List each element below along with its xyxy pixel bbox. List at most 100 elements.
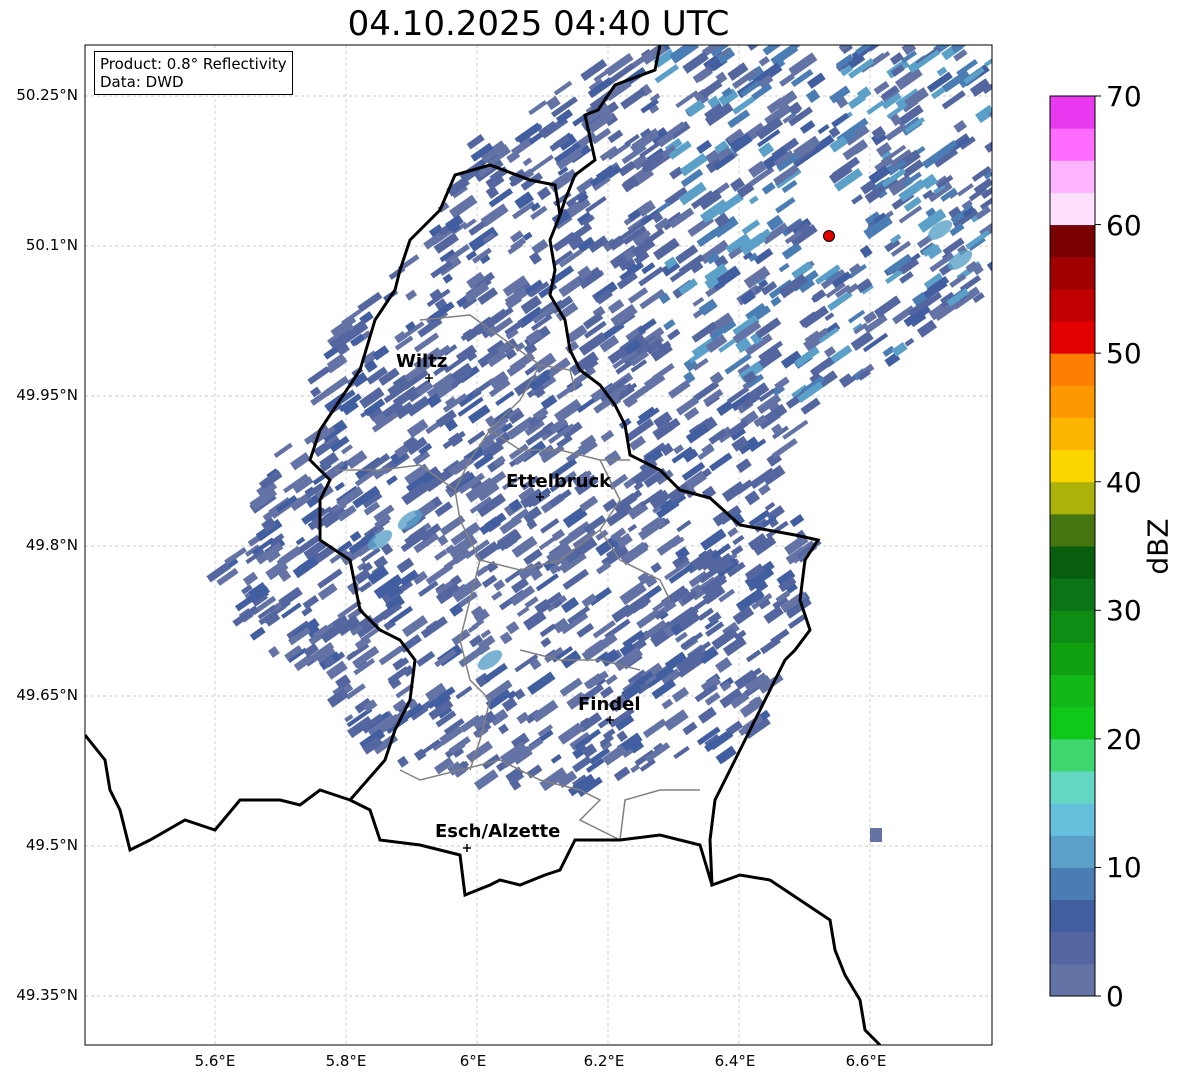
echo-cell	[741, 219, 761, 235]
echo-cell	[501, 696, 518, 712]
echo-cell	[730, 427, 747, 441]
echo-cell	[605, 674, 618, 686]
echo-cell	[607, 141, 632, 161]
echo-cell	[582, 312, 604, 330]
echo-cell	[577, 236, 596, 253]
echo-cell	[373, 504, 395, 522]
echo-cell	[620, 87, 647, 110]
echo-cell	[435, 710, 457, 728]
echo-cell	[971, 263, 984, 276]
echo-cell	[780, 350, 802, 369]
echo-cell	[350, 624, 363, 636]
echo-cell	[652, 597, 672, 613]
echo-cell	[881, 85, 899, 100]
echo-cell	[587, 110, 615, 133]
echo-cell	[788, 52, 818, 77]
echo-cell	[373, 574, 404, 600]
echo-cell	[890, 240, 912, 257]
echo-cell	[595, 289, 613, 305]
colorbar-bin	[1050, 224, 1095, 258]
echo-cell	[216, 567, 239, 586]
echo-cell	[576, 622, 595, 638]
echo-cell	[582, 683, 604, 702]
echo-cell	[602, 377, 628, 398]
echo-cell	[613, 766, 631, 782]
echo-cell	[608, 235, 625, 251]
echo-cell	[520, 295, 542, 315]
echo-cell	[307, 366, 331, 385]
echo-cell	[790, 68, 814, 88]
echo-cell	[668, 207, 695, 229]
echo-cell	[344, 714, 354, 723]
echo-cell	[439, 724, 464, 746]
echo-cell	[782, 419, 809, 440]
echo-cell	[656, 201, 671, 213]
echo-cell	[372, 345, 390, 361]
echo-cell	[466, 740, 493, 763]
echo-cell	[753, 414, 768, 428]
echo-cell	[862, 332, 889, 353]
echo-cell	[714, 212, 730, 228]
echo-cell	[729, 691, 750, 709]
echo-cell	[505, 328, 519, 340]
echo-cell	[797, 277, 816, 293]
echo-cell	[530, 314, 553, 332]
echo-cell	[794, 346, 820, 368]
colorbar-tick: 0	[1106, 980, 1124, 1013]
echo-cell	[381, 400, 404, 419]
echo-cell	[709, 730, 734, 751]
echo-cell	[424, 468, 453, 493]
echo-cell	[732, 534, 745, 546]
echo-cell	[692, 66, 713, 84]
echo-cell	[596, 561, 612, 575]
echo-cell	[619, 641, 636, 658]
echo-cell	[581, 593, 598, 608]
echo-cell	[602, 744, 627, 766]
echo-cell	[316, 647, 336, 664]
echo-cell	[899, 271, 914, 284]
echo-cell	[354, 697, 373, 714]
echo-cell	[506, 416, 536, 440]
echo-cell	[904, 87, 929, 109]
echo-cell	[479, 512, 507, 535]
echo-cell	[986, 259, 992, 272]
echo-cell	[916, 319, 938, 338]
echo-cell	[258, 469, 283, 490]
echo-cell	[406, 395, 431, 417]
echo-cell	[283, 473, 309, 494]
echo-cell	[639, 127, 653, 141]
echo-cell	[303, 424, 330, 445]
echo-cell	[444, 396, 457, 407]
echo-cell	[248, 581, 267, 598]
echo-cell	[890, 233, 902, 244]
echo-cell	[552, 231, 577, 252]
echo-cell	[678, 278, 699, 296]
echo-cell	[516, 606, 530, 617]
echo-cell	[884, 238, 901, 253]
echo-cell	[619, 261, 645, 282]
echo-cell	[678, 657, 704, 678]
echo-cell	[630, 129, 660, 154]
echo-cell	[450, 574, 463, 587]
city-marker-icon	[606, 716, 614, 724]
echo-cell	[758, 340, 783, 361]
echo-cell	[708, 428, 728, 445]
echo-cell	[310, 386, 322, 398]
echo-cell	[310, 384, 338, 406]
echo-cell	[394, 401, 415, 420]
echo-cell	[363, 713, 384, 730]
echo-cell	[982, 81, 992, 94]
echo-cell	[337, 540, 353, 554]
echo-cell	[848, 263, 862, 275]
echo-cell	[610, 527, 627, 542]
echo-cell	[636, 230, 651, 243]
echo-cell	[591, 127, 612, 145]
echo-cell	[749, 166, 775, 187]
echo-cell	[466, 271, 486, 289]
echo-cell	[842, 139, 868, 161]
echo-cell	[651, 211, 664, 224]
echo-cell	[758, 56, 770, 67]
echo-cell	[502, 476, 520, 491]
echo-cell	[671, 536, 685, 548]
lon-tick: 6°E	[459, 1052, 487, 1070]
